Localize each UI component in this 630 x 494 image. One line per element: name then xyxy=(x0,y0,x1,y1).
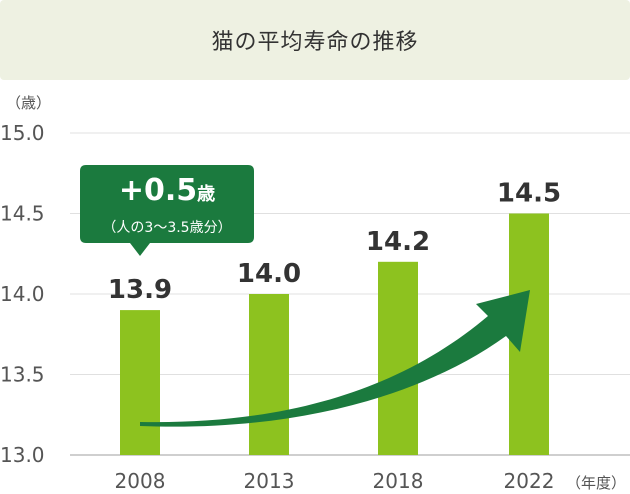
chart-title: 猫の平均寿命の推移 xyxy=(211,30,419,55)
value-label-2022: 14.5 xyxy=(497,179,561,209)
y-tick-label: 15.0 xyxy=(0,121,45,145)
y-tick-label: 13.5 xyxy=(0,363,45,387)
callout-text: +0.5歳 xyxy=(119,173,215,208)
bar-2013 xyxy=(249,294,289,455)
x-tick-label-2008: 2008 xyxy=(115,469,166,493)
x-tick-label-2022: 2022 xyxy=(504,469,555,493)
labels: 15.0 14.5 14.0 13.5 13.0 13.9 2008 14.0 2013 14.2… xyxy=(0,121,561,493)
value-label-2008: 13.9 xyxy=(108,275,172,305)
bar-2018 xyxy=(378,261,418,455)
x-tick-label-2013: 2013 xyxy=(244,469,295,493)
callout-box xyxy=(80,165,254,256)
y-tick-label: 14.0 xyxy=(0,282,45,306)
y-tick-label: 13.0 xyxy=(0,443,45,467)
annotation-callout: +0.5歳 （人の3〜3.5歳分） xyxy=(80,165,254,256)
bar-2008 xyxy=(120,310,160,455)
y-tick-label: 14.5 xyxy=(0,202,45,226)
chart-title-bar: 猫の平均寿命の推移 xyxy=(0,0,630,80)
growth-arrow xyxy=(140,290,530,427)
value-label-2013: 14.0 xyxy=(237,259,301,289)
callout-unit: 歳 xyxy=(197,184,215,205)
callout-value: +0.5 xyxy=(119,173,197,208)
y-axis-unit: （歳） xyxy=(6,94,51,112)
bars xyxy=(120,213,549,455)
x-axis-unit: （年度） xyxy=(566,474,626,492)
x-tick-label-2018: 2018 xyxy=(373,469,424,493)
callout-subtext: （人の3〜3.5歳分） xyxy=(102,220,231,236)
value-label-2018: 14.2 xyxy=(366,227,430,257)
